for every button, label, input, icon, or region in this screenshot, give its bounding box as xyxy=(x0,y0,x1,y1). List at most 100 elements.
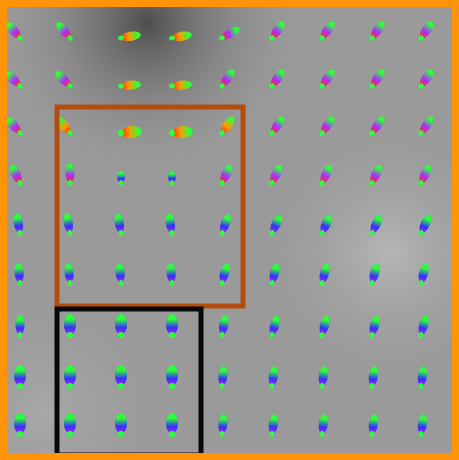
glyph-lobe-bottom xyxy=(9,164,22,184)
odf-glyph xyxy=(369,69,385,89)
glyph-lobe-bottom xyxy=(270,69,285,87)
odf-glyph xyxy=(319,164,333,186)
glyph-core xyxy=(418,230,424,236)
glyph-lobe-bottom xyxy=(65,163,75,183)
odf-glyph xyxy=(418,315,429,338)
glyph-core xyxy=(118,35,124,41)
odf-glyph xyxy=(418,21,434,41)
odf-glyph xyxy=(117,126,142,139)
glyph-core xyxy=(67,280,73,286)
glyph-lobe-bottom xyxy=(268,414,279,435)
glyph-lobe-bottom xyxy=(319,315,330,336)
odf-glyph xyxy=(6,117,23,136)
odf-glyph xyxy=(418,214,432,236)
glyph-core xyxy=(269,431,275,437)
glyph-core xyxy=(67,230,73,236)
odf-glyph xyxy=(417,366,428,389)
glyph-lobe-bottom xyxy=(220,116,235,134)
glyph-lobe-bottom xyxy=(270,214,283,234)
glyph-lobe-bottom xyxy=(120,126,142,139)
glyph-core xyxy=(168,431,176,437)
glyph-lobe-bottom xyxy=(269,263,280,284)
glyph-core xyxy=(219,180,225,186)
odf-glyph xyxy=(319,116,335,136)
odf-glyph xyxy=(56,117,73,136)
glyph-core xyxy=(418,280,424,286)
glyph-lobe-bottom xyxy=(417,366,428,387)
glyph-core xyxy=(418,35,424,41)
odf-glyph xyxy=(369,116,385,136)
odf-glyph xyxy=(369,214,383,236)
glyph-lobe-bottom xyxy=(64,314,76,335)
glyph-core xyxy=(169,230,175,236)
glyph-lobe-bottom xyxy=(13,213,24,234)
glyph-core xyxy=(169,35,175,41)
glyph-core xyxy=(269,180,275,186)
glyph-core xyxy=(17,332,23,338)
glyph-lobe-bottom xyxy=(171,126,193,139)
odf-glyph xyxy=(418,69,434,89)
odf-glyph xyxy=(368,414,379,437)
glyph-core xyxy=(269,230,275,236)
glyph-lobe-bottom xyxy=(419,69,434,87)
odf-glyph xyxy=(319,69,335,89)
glyph-grid xyxy=(5,21,434,437)
odf-glyph xyxy=(218,414,228,437)
glyph-lobe-bottom xyxy=(166,263,176,284)
glyph-lobe-bottom xyxy=(14,365,26,386)
glyph-lobe-bottom xyxy=(14,413,26,434)
glyph-lobe-bottom xyxy=(320,164,333,184)
glyph-lobe-bottom xyxy=(120,31,141,42)
glyph-lobe-bottom xyxy=(64,413,76,434)
odf-glyph xyxy=(118,31,141,42)
glyph-core xyxy=(319,383,325,389)
glyph-core xyxy=(418,383,424,389)
odf-glyph xyxy=(65,163,75,186)
glyph-core xyxy=(319,35,325,41)
glyph-core xyxy=(118,230,124,236)
odf-glyph xyxy=(115,314,127,338)
glyph-lobe-bottom xyxy=(418,315,429,336)
glyph-core xyxy=(269,35,275,41)
odf-glyph xyxy=(269,116,285,136)
odf-glyph xyxy=(368,366,379,389)
glyph-lobe-bottom xyxy=(318,414,329,435)
odf-glyph xyxy=(219,116,235,136)
odf-glyph xyxy=(15,315,25,338)
glyph-lobe-bottom xyxy=(171,31,192,42)
odf-glyph xyxy=(319,263,330,286)
glyph-lobe-bottom xyxy=(370,164,383,184)
odf-glyph xyxy=(219,164,233,186)
glyph-lobe-bottom xyxy=(417,414,428,435)
odf-glyph xyxy=(169,80,192,90)
odf-glyph xyxy=(64,413,76,437)
glyph-core xyxy=(418,130,424,136)
glyph-lobe-bottom xyxy=(171,80,192,90)
odf-glyph xyxy=(165,213,176,236)
odf-glyph xyxy=(5,71,23,89)
glyph-lobe-bottom xyxy=(220,69,235,87)
glyph-lobe-bottom xyxy=(115,314,127,335)
glyph-lobe-bottom xyxy=(114,213,125,234)
odf-glyph xyxy=(166,413,178,437)
odf-glyph xyxy=(64,365,76,389)
glyph-core xyxy=(369,280,375,286)
odf-glyph xyxy=(369,263,380,286)
glyph-lobe-bottom xyxy=(218,366,228,387)
odf-glyph xyxy=(63,213,74,236)
glyph-lobe-bottom xyxy=(63,213,74,234)
glyph-core xyxy=(219,230,225,236)
glyph-lobe-bottom xyxy=(419,116,434,134)
glyph-lobe-bottom xyxy=(418,263,429,284)
odf-glyph xyxy=(417,414,428,437)
glyph-core xyxy=(16,383,24,389)
odf-glyph xyxy=(219,263,230,286)
glyph-lobe-bottom xyxy=(56,22,71,39)
glyph-core xyxy=(369,83,375,89)
glyph-lobe-bottom xyxy=(370,69,385,87)
odf-glyph xyxy=(6,22,23,41)
glyph-core xyxy=(117,431,125,437)
odf-glyph xyxy=(418,164,432,186)
